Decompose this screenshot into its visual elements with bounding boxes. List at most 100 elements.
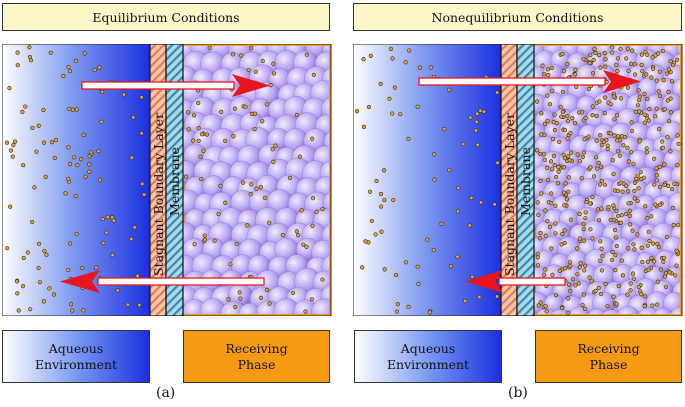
particle — [105, 214, 110, 220]
particle — [87, 162, 92, 167]
particle — [447, 167, 452, 173]
particle — [645, 216, 650, 221]
particle — [612, 227, 618, 233]
particle — [631, 161, 636, 167]
particle — [563, 181, 568, 186]
particle — [198, 154, 203, 159]
particle — [583, 210, 588, 215]
particle — [579, 176, 584, 181]
particle — [551, 153, 557, 159]
particle — [237, 290, 242, 295]
particle — [599, 164, 604, 169]
particle — [5, 246, 10, 251]
particle — [556, 169, 561, 174]
particle — [539, 132, 544, 137]
particle — [603, 281, 608, 287]
particle — [551, 136, 556, 141]
particle — [568, 131, 573, 136]
particle — [625, 85, 631, 90]
particle — [615, 134, 621, 139]
particle — [354, 109, 360, 114]
particle — [626, 245, 631, 251]
particle — [658, 267, 663, 272]
particle — [100, 89, 105, 94]
particle — [632, 188, 637, 194]
particle — [379, 229, 384, 234]
particle — [640, 259, 645, 265]
particle — [548, 159, 554, 164]
particle — [615, 149, 621, 154]
panel-a-title: Equilibrium Conditions — [2, 3, 330, 31]
particle — [219, 109, 224, 114]
particle — [577, 265, 582, 270]
particle — [568, 264, 573, 269]
particle — [553, 203, 558, 208]
particle — [185, 110, 191, 115]
particle — [652, 182, 657, 187]
particle — [535, 200, 540, 205]
particle — [675, 133, 680, 138]
particle — [653, 202, 658, 207]
particle — [614, 62, 619, 67]
particle — [582, 306, 588, 311]
particle — [598, 258, 603, 263]
particle — [70, 107, 75, 112]
particle — [254, 186, 259, 191]
particle — [264, 287, 270, 293]
particle — [590, 236, 595, 241]
particle — [71, 155, 76, 160]
particle — [28, 58, 34, 63]
particle — [75, 163, 80, 168]
particle — [202, 233, 207, 238]
particle — [393, 272, 399, 278]
particle — [633, 72, 638, 77]
particle — [572, 72, 578, 77]
particle — [201, 148, 206, 153]
particle — [139, 131, 144, 136]
particle — [590, 194, 595, 200]
particle — [249, 111, 255, 116]
particle — [475, 142, 480, 147]
particle — [535, 251, 541, 257]
particle — [599, 206, 604, 211]
particle — [27, 45, 32, 50]
particle — [598, 65, 603, 70]
particle — [656, 51, 661, 56]
particle — [560, 305, 565, 311]
particle — [650, 66, 656, 71]
particle — [121, 92, 126, 97]
particle — [645, 96, 650, 102]
particle — [660, 48, 666, 54]
particle — [618, 96, 624, 101]
particle — [431, 248, 436, 253]
particle — [578, 261, 583, 266]
particle — [549, 65, 554, 70]
particle — [668, 149, 673, 154]
particle — [650, 241, 656, 246]
particle — [240, 180, 246, 185]
particle — [632, 62, 637, 67]
particle — [541, 152, 547, 157]
particle — [545, 219, 550, 224]
particle — [36, 123, 41, 128]
particle — [642, 303, 647, 309]
particle — [196, 138, 201, 143]
particle — [27, 54, 33, 60]
particle — [591, 57, 596, 63]
particle — [654, 178, 659, 183]
particle — [15, 291, 20, 296]
particle — [668, 59, 673, 64]
particle — [655, 241, 660, 247]
particle — [416, 281, 421, 286]
particle — [612, 117, 617, 122]
particle — [81, 132, 86, 137]
particle — [15, 63, 20, 68]
particle — [639, 245, 644, 250]
particle — [566, 154, 571, 159]
particle — [611, 171, 616, 177]
particle — [564, 197, 569, 202]
particle — [495, 160, 500, 166]
particle — [304, 244, 309, 249]
particle — [599, 178, 604, 184]
particle — [655, 302, 660, 307]
